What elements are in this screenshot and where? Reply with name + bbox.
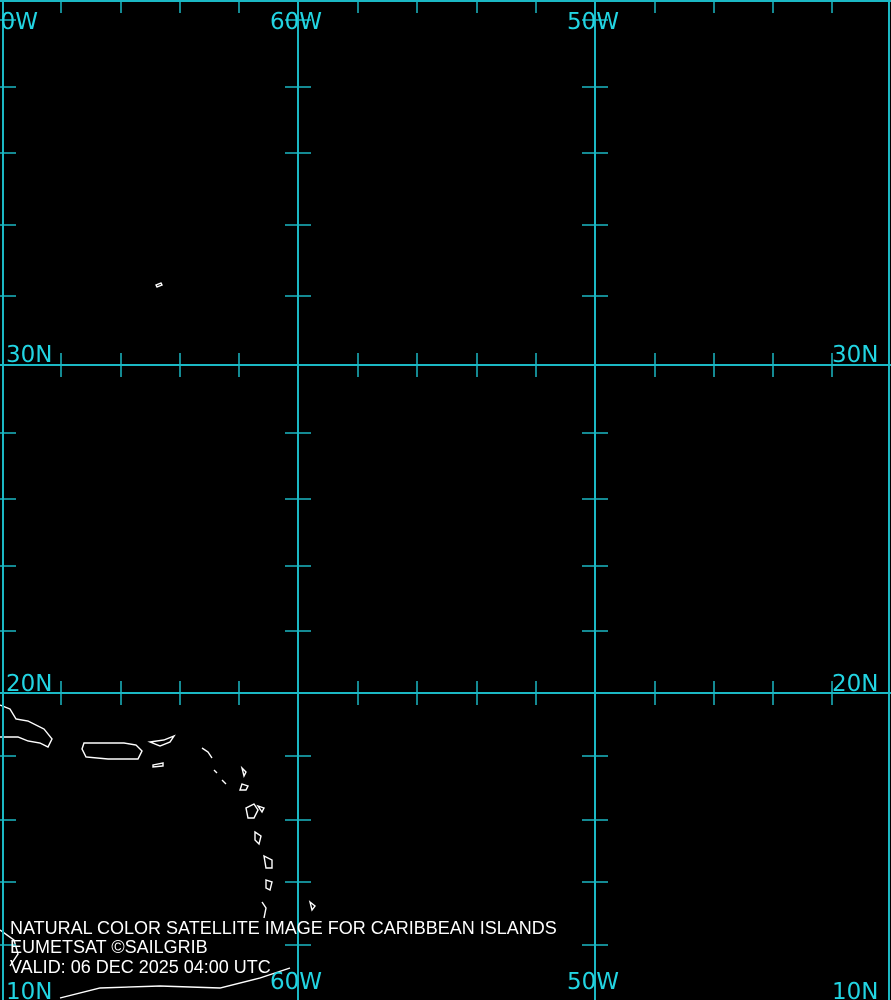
ticks xyxy=(0,0,833,946)
coastlines xyxy=(0,282,316,999)
grid-label: 10N xyxy=(832,979,878,1000)
grid-label: 30N xyxy=(6,342,52,368)
grid-label: 30N xyxy=(832,342,878,368)
grid-label: 20N xyxy=(832,671,878,697)
grid-label: 50W xyxy=(567,9,619,35)
caption-title: NATURAL COLOR SATELLITE IMAGE FOR CARIBB… xyxy=(10,918,557,938)
caption-valid: VALID: 06 DEC 2025 04:00 UTC xyxy=(10,957,271,977)
grid-label: 10N xyxy=(6,979,52,1000)
grid-label: 70W xyxy=(0,9,38,35)
grid-label: 60W xyxy=(270,969,322,995)
grid-label: 60W xyxy=(270,9,322,35)
grid-label: 20N xyxy=(6,671,52,697)
grid-label: 50W xyxy=(567,969,619,995)
caption-source: EUMETSAT ©SAILGRIB xyxy=(10,937,208,957)
